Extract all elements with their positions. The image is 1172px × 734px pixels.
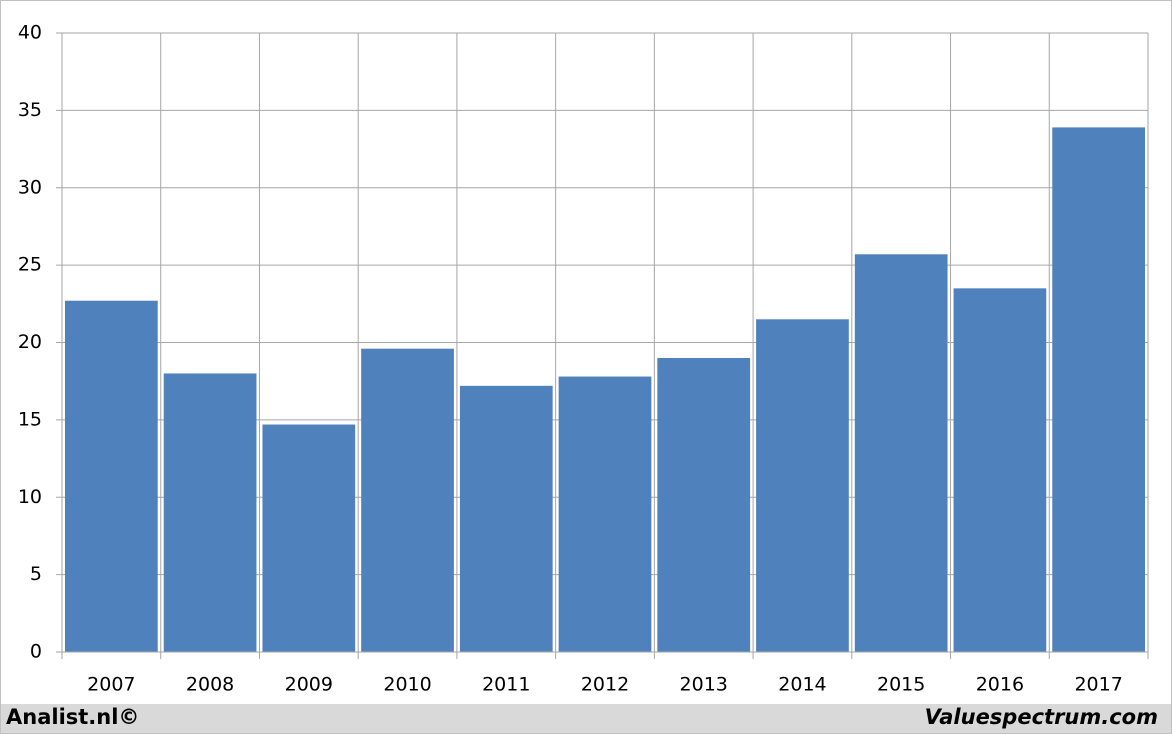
x-tick-label: 2011: [482, 674, 530, 696]
footer-left: Analist.nl©: [6, 705, 139, 729]
bar: [65, 300, 158, 652]
y-tick-label: 40: [18, 22, 42, 44]
footer-band: [1, 704, 1171, 733]
x-tick-label: 2008: [186, 674, 234, 696]
bar: [854, 254, 948, 653]
y-tick-label: 10: [18, 486, 42, 508]
x-tick-label: 2016: [976, 674, 1024, 696]
bar: [756, 319, 849, 652]
x-tick-label: 2010: [383, 674, 431, 696]
bar: [657, 357, 751, 652]
y-tick-label: 0: [30, 641, 42, 663]
y-tick-label: 30: [18, 176, 42, 198]
y-tick-label: 5: [30, 563, 42, 585]
x-tick-label: 2009: [285, 674, 333, 696]
x-tick-label: 2015: [877, 674, 925, 696]
bar: [361, 348, 454, 652]
x-tick-label: 2007: [87, 674, 135, 696]
footer-right: Valuespectrum.com: [925, 705, 1158, 729]
y-tick-label: 15: [18, 408, 42, 430]
bar: [1052, 127, 1145, 652]
x-tick-label: 2013: [680, 674, 728, 696]
y-tick-label: 25: [18, 254, 42, 276]
x-tick-label: 2017: [1074, 674, 1122, 696]
x-tick-label: 2012: [581, 674, 629, 696]
bar: [459, 385, 553, 652]
bar: [262, 424, 356, 652]
bar: [163, 373, 257, 652]
y-tick-label: 20: [18, 331, 42, 353]
x-tick-label: 2014: [778, 674, 826, 696]
bar: [558, 376, 652, 652]
bar: [953, 288, 1047, 652]
y-tick-label: 35: [18, 99, 42, 121]
